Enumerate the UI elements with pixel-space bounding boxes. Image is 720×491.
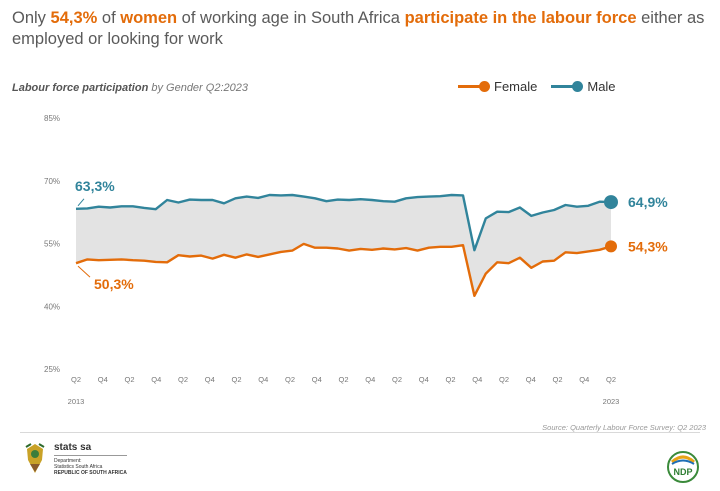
x-tick-label: Q2 bbox=[124, 375, 134, 384]
x-tick-label: Q4 bbox=[312, 375, 322, 384]
x-tick-label: Q4 bbox=[258, 375, 268, 384]
line-chart: 85% 70% 55% 40% 25% 63,3% 50,3% 64,9% 54,3% Q2 Q4 Q… bbox=[44, 114, 668, 406]
legend-item-female: Female bbox=[458, 79, 537, 94]
female-start-leader bbox=[77, 265, 91, 278]
legend-label-female: Female bbox=[494, 79, 538, 94]
y-tick-label: 55% bbox=[44, 240, 60, 249]
footer-divider bbox=[20, 432, 700, 433]
x-tick-label: Q2 bbox=[499, 375, 509, 384]
female-start-label: 50,3% bbox=[94, 276, 134, 292]
x-tick-label: Q4 bbox=[579, 375, 589, 384]
male-end-label: 64,9% bbox=[628, 194, 668, 210]
end-marker-male bbox=[604, 195, 618, 210]
x-tick-label: Q2 bbox=[231, 375, 241, 384]
x-tick-label: Q4 bbox=[419, 375, 429, 384]
x-tick-label: Q2 bbox=[71, 375, 81, 384]
y-tick-label: 25% bbox=[44, 365, 60, 374]
subtitle-bold: Labour force participation bbox=[12, 82, 149, 94]
x-year-label-start: 2013 bbox=[68, 397, 85, 406]
dept-label: Department: bbox=[54, 455, 127, 464]
x-tick-label: Q2 bbox=[392, 375, 402, 384]
x-tick-label: Q4 bbox=[472, 375, 482, 384]
x-tick-label: Q2 bbox=[606, 375, 616, 384]
x-tick-label: Q2 bbox=[338, 375, 348, 384]
x-tick-label: Q2 bbox=[445, 375, 455, 384]
x-tick-label: Q4 bbox=[98, 375, 108, 384]
dept-name: Statistics South Africa bbox=[54, 464, 103, 470]
ndp-text: NDP bbox=[673, 467, 692, 477]
republic-label: REPUBLIC OF SOUTH AFRICA bbox=[54, 470, 127, 476]
headline-part: Only bbox=[12, 9, 51, 27]
headline-part: either as employed or looking for work bbox=[12, 9, 705, 48]
male-start-leader bbox=[77, 198, 85, 207]
headline-part: of working age in South Africa bbox=[177, 9, 405, 27]
legend-item-male: Male bbox=[551, 79, 616, 94]
y-tick-label: 40% bbox=[44, 302, 60, 311]
stats-sa-logo: stats sa Department: Statistics South Af… bbox=[22, 442, 127, 476]
source-note: Source: Quarterly Labour Force Survey: Q… bbox=[542, 423, 706, 432]
x-tick-label: Q4 bbox=[151, 375, 161, 384]
legend-swatch-male bbox=[551, 81, 584, 92]
x-tick-label: Q4 bbox=[365, 375, 375, 384]
headline-highlight: women bbox=[120, 9, 178, 27]
female-end-label: 54,3% bbox=[628, 238, 668, 254]
x-tick-label: Q2 bbox=[285, 375, 295, 384]
headline: Only 54,3% of women of working age in So… bbox=[12, 8, 712, 50]
subtitle-rest: by Gender Q2:2023 bbox=[148, 82, 248, 94]
male-start-label: 63,3% bbox=[75, 178, 115, 194]
ndp-logo: NDP bbox=[667, 451, 699, 483]
x-tick-label: Q2 bbox=[552, 375, 562, 384]
series-line-female bbox=[75, 242, 612, 297]
legend-label-male: Male bbox=[587, 79, 616, 94]
chart-subtitle: Labour force participation by Gender Q2:… bbox=[12, 82, 248, 94]
headline-highlight: participate in the labour force bbox=[404, 9, 637, 27]
series-line-male bbox=[75, 193, 612, 252]
end-marker-female bbox=[605, 240, 617, 253]
legend-swatch-female bbox=[458, 81, 490, 92]
x-tick-label: Q4 bbox=[205, 375, 215, 384]
x-tick-label: Q2 bbox=[178, 375, 188, 384]
x-tick-label: Q4 bbox=[526, 375, 536, 384]
coat-of-arms-icon bbox=[25, 443, 45, 473]
x-year-label-end: 2023 bbox=[603, 397, 620, 406]
headline-part: of bbox=[97, 9, 121, 27]
gap-area bbox=[76, 195, 611, 296]
chart-legend: Female Male bbox=[458, 79, 616, 94]
headline-highlight: 54,3% bbox=[50, 9, 98, 27]
y-tick-label: 85% bbox=[44, 114, 60, 123]
stats-sa-name: stats sa bbox=[54, 442, 92, 453]
y-tick-label: 70% bbox=[44, 177, 60, 186]
